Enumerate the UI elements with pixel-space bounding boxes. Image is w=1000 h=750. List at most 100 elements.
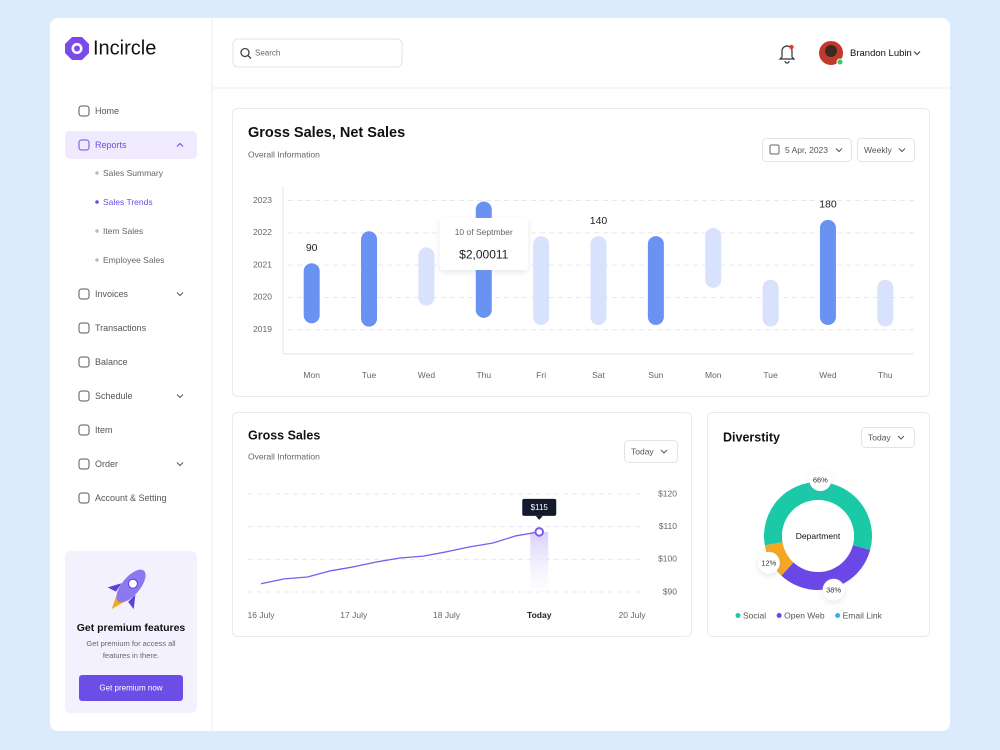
- range-bar: [533, 236, 550, 325]
- tooltip: [439, 218, 528, 270]
- x-tick-label: Thu: [476, 370, 491, 380]
- period-select[interactable]: [861, 427, 915, 448]
- nav-label: Balance: [95, 357, 128, 367]
- date-picker[interactable]: [762, 138, 852, 162]
- y-tick-label: $120: [658, 488, 677, 498]
- nav-icon: [78, 390, 90, 402]
- nav-label: Transactions: [95, 323, 147, 333]
- legend-label: Email Link: [843, 610, 883, 620]
- nav-icon: [78, 424, 90, 436]
- y-tick-label: $90: [663, 586, 677, 596]
- notification-dot: [789, 44, 794, 50]
- donut-center: [782, 500, 854, 572]
- tooltip-value: $2,00011: [459, 248, 508, 262]
- nav-item[interactable]: Schedule: [78, 390, 184, 402]
- x-tick-label: Mon: [303, 370, 320, 380]
- user-name: Brandon Lubin: [850, 48, 912, 59]
- value-label: 38%: [826, 585, 841, 594]
- promo-title: Get premium features: [77, 622, 186, 634]
- nav-label: Invoices: [95, 289, 129, 299]
- nav-icon: [78, 458, 90, 470]
- y-tick-label: $110: [659, 521, 678, 531]
- nav-item[interactable]: Order: [78, 458, 184, 470]
- chart-title: Gross Sales, Net Sales: [248, 125, 405, 141]
- nav-icon: [78, 322, 90, 334]
- nav-chevron: [176, 292, 184, 297]
- x-tick-label: Thu: [878, 370, 893, 380]
- y-tick-label: 2019: [253, 324, 272, 334]
- nav-item[interactable]: Reports: [65, 131, 197, 159]
- y-tick-label: 2022: [253, 227, 272, 237]
- status-dot: [836, 58, 844, 66]
- x-tick-label: Fri: [536, 370, 546, 380]
- nav-label: Item: [95, 425, 113, 435]
- nav-item[interactable]: Invoices: [78, 288, 184, 300]
- search-icon: [240, 47, 250, 58]
- nav-icon: [78, 139, 90, 151]
- value-bubble: [757, 551, 780, 574]
- period-value: Today: [868, 432, 891, 442]
- promo-button[interactable]: [79, 675, 183, 701]
- nav-item[interactable]: Balance: [78, 356, 128, 368]
- chart-subtitle: Overall Information: [248, 149, 320, 159]
- legend-item[interactable]: Social: [735, 610, 767, 620]
- date-value: 5 Apr, 2023: [785, 145, 828, 155]
- legend-swatch: [835, 613, 841, 618]
- period-value: Today: [631, 446, 654, 456]
- x-tick-label: 18 July: [433, 610, 461, 620]
- range-bar: [762, 279, 779, 327]
- donut-segment: [764, 542, 794, 576]
- nav-label: Schedule: [95, 391, 133, 401]
- nav-label: Account & Setting: [95, 493, 167, 503]
- range-bar: [361, 231, 378, 327]
- highlight-band: [530, 531, 549, 592]
- nav-icon: [78, 356, 90, 368]
- user-chevron[interactable]: [913, 51, 921, 56]
- range-bar: [303, 263, 320, 324]
- nav-item[interactable]: Account & Setting: [78, 492, 167, 504]
- nav-item[interactable]: Transactions: [78, 322, 147, 334]
- tooltip: [522, 498, 557, 516]
- nav-sublabel: Employee Sales: [103, 255, 164, 265]
- nav-sublabel: Sales Summary: [103, 168, 164, 178]
- period-select[interactable]: [624, 440, 678, 463]
- legend-item[interactable]: Email Link: [835, 610, 883, 620]
- search-box[interactable]: [232, 38, 403, 68]
- tooltip-pointer: [535, 515, 543, 520]
- nav-active-bg: [65, 131, 197, 159]
- nav-item[interactable]: Home: [78, 105, 119, 117]
- card: [232, 108, 930, 397]
- legend-swatch: [735, 613, 741, 618]
- chart-subtitle: Overall Information: [248, 451, 320, 461]
- nav-sublabel: Sales Trends: [103, 197, 153, 207]
- legend-item[interactable]: Open Web: [776, 610, 825, 620]
- logo-dot: [74, 45, 80, 52]
- range-bar: [590, 236, 607, 325]
- nav-bullet: [95, 229, 99, 233]
- avatar-face: [825, 45, 837, 57]
- promo-text: Get premium for access all: [86, 639, 176, 648]
- nav-icon: [78, 492, 90, 504]
- period-value: Weekly: [864, 145, 892, 155]
- chevron: [898, 148, 906, 153]
- nav-chevron: [176, 142, 184, 147]
- donut-center-label: Department: [796, 531, 841, 541]
- nav-label: Order: [95, 459, 118, 469]
- x-tick-label: 17 July: [340, 610, 368, 620]
- legend-label: Open Web: [784, 610, 825, 620]
- donut-segment: [781, 545, 871, 590]
- nav-item[interactable]: Item: [78, 424, 113, 436]
- nav-subitem[interactable]: Sales Trends: [95, 197, 153, 207]
- nav-sublabel: Item Sales: [103, 226, 143, 236]
- nav-label: Home: [95, 106, 119, 116]
- y-tick-label: 2021: [253, 259, 272, 269]
- nav-subitem[interactable]: Sales Summary: [95, 168, 164, 178]
- period-select[interactable]: [857, 138, 915, 162]
- x-tick-label: Tue: [763, 370, 778, 380]
- chart-title: Diverstity: [723, 430, 780, 444]
- point-marker: [534, 527, 545, 537]
- nav-subitem[interactable]: Item Sales: [95, 226, 143, 236]
- bar-label: 180: [819, 199, 837, 211]
- nav-subitem[interactable]: Employee Sales: [95, 255, 164, 265]
